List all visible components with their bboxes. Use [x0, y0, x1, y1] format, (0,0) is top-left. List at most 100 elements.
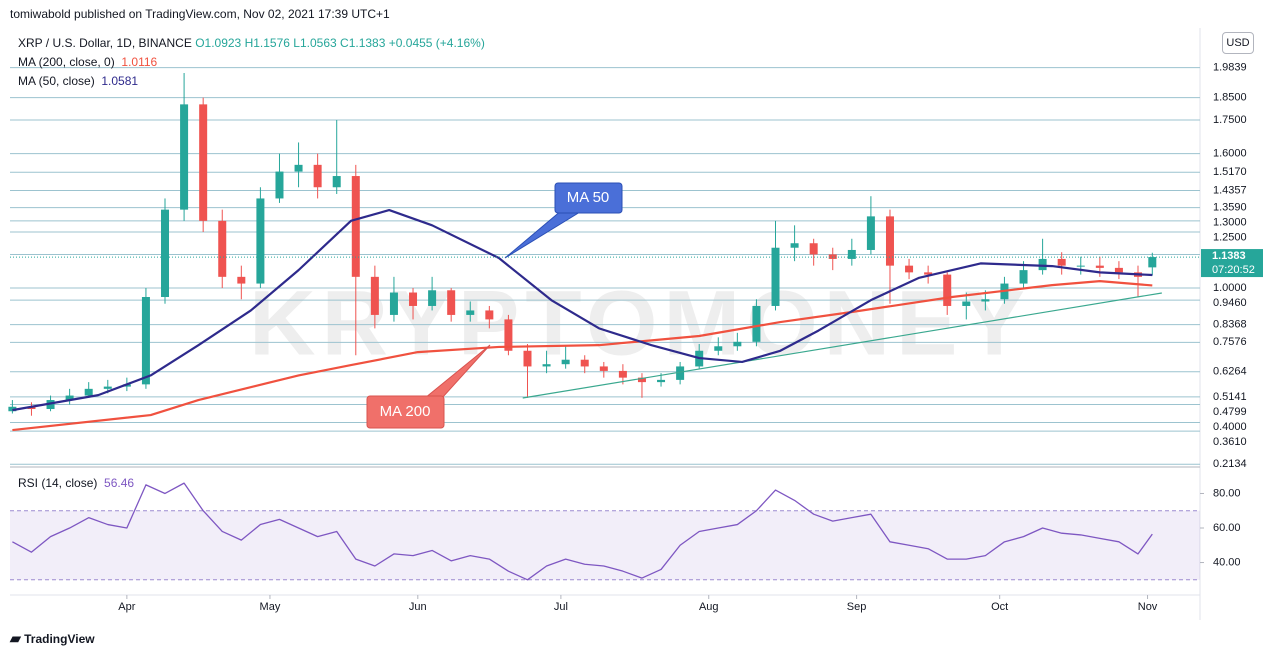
candle-body [771, 247, 780, 306]
symbol-row: XRP / U.S. Dollar, 1D, BINANCE O1.0923 H… [18, 34, 485, 53]
x-tick-label: Aug [699, 601, 719, 613]
candle-body [1114, 267, 1123, 273]
candle-body [962, 301, 971, 306]
candle-body [905, 265, 914, 273]
candle-body [885, 216, 894, 266]
axes: 1.9839 1.8500 1.7500 1.6000 1.5170 1.4357 1.35… [118, 62, 1263, 613]
ohlc-change: +0.0455 (+4.16%) [388, 36, 485, 50]
callout-box [366, 395, 445, 429]
price-tick-label: 0.4799 [1213, 406, 1247, 418]
candle-body [523, 350, 532, 367]
candle-body [103, 386, 112, 389]
callout-text: MA 50 [567, 189, 610, 206]
candle-body [809, 243, 818, 255]
candle-body [370, 276, 379, 315]
candle-body [542, 364, 551, 367]
ma-row: MA (200, close, 0) 1.0116 [18, 53, 485, 72]
moving-average [12, 279, 1153, 432]
ma-value: 1.0116 [121, 55, 158, 69]
rsi-tick-label: 40.00 [1213, 556, 1241, 568]
candle-body [580, 359, 589, 367]
candle-body [389, 292, 398, 315]
rsi-tick-label: 80.00 [1213, 487, 1241, 499]
candle-body [943, 274, 952, 306]
candle-body [1038, 258, 1047, 271]
rsi-legend: RSI (14, close) 56.46 [18, 476, 134, 490]
candle-body [733, 341, 742, 347]
rsi-tick-label: 60.00 [1213, 522, 1241, 534]
candle-body [657, 379, 666, 383]
ohlc-open: O1.0923 [195, 36, 242, 50]
candle-body [676, 366, 685, 380]
price-tick-label: 1.4357 [1213, 184, 1247, 196]
logo-mark: ▰ [10, 630, 21, 646]
ohlc-low: L1.0563 [293, 36, 337, 50]
candle-body [84, 388, 93, 396]
candle-body [561, 359, 570, 365]
price-tick-label: 0.7576 [1213, 336, 1247, 348]
candle-body [637, 377, 646, 383]
price-tick-label: 1.3590 [1213, 202, 1247, 214]
candle-body [256, 198, 265, 284]
ohlc-close: C1.1383 [340, 36, 386, 50]
x-tick-label: May [260, 601, 281, 613]
legend: XRP / U.S. Dollar, 1D, BINANCE O1.0923 H… [18, 34, 485, 91]
countdown-label: 07:20:52 [1212, 264, 1255, 276]
moving-average [12, 208, 1153, 412]
rsi-pane [10, 482, 1204, 581]
price-tick-label: 1.3000 [1213, 217, 1247, 229]
candle-body [1076, 265, 1085, 267]
candle-body [218, 220, 227, 277]
price-tick-label: 0.3610 [1213, 436, 1247, 448]
candle-body [275, 171, 284, 199]
rsi-value: 56.46 [104, 476, 135, 490]
price-tick-label: 0.6264 [1213, 366, 1247, 378]
candle-body [1057, 258, 1066, 266]
currency-button[interactable]: USD [1222, 32, 1254, 54]
x-tick-label: Jun [409, 601, 427, 613]
x-tick-label: Apr [118, 601, 135, 613]
candle-body [599, 366, 608, 371]
candle-body [790, 243, 799, 248]
x-tick-label: Oct [991, 601, 1008, 613]
callout-box [554, 182, 623, 214]
candle-body [752, 305, 761, 342]
candle-body [504, 319, 513, 351]
candle-body [866, 216, 875, 250]
candle-body [1095, 265, 1104, 268]
ma-name: MA (200, close, 0) [18, 55, 115, 69]
candle-body [199, 104, 208, 221]
symbol: XRP / U.S. Dollar, 1D, BINANCE [18, 36, 192, 50]
candle-body [924, 272, 933, 275]
lines [10, 208, 1200, 432]
candle-body [351, 176, 360, 277]
price-tick-label: 0.9460 [1213, 297, 1247, 309]
ma-value: 1.0581 [101, 74, 139, 88]
rsi-name: RSI (14, close) [18, 476, 98, 490]
price-tick-label: 1.9839 [1213, 62, 1247, 74]
price-tick-label: 1.8500 [1213, 92, 1247, 104]
trend-line [522, 292, 1162, 399]
candle-body [161, 209, 170, 298]
candle-body [714, 346, 723, 351]
candle-body [8, 406, 17, 412]
candle-body [618, 370, 627, 378]
candle-body [1019, 270, 1028, 284]
x-tick-label: Jul [554, 601, 568, 613]
annotations: MA 50 MA 200 [366, 182, 623, 429]
candle-body [1148, 257, 1157, 268]
callout-pointer [504, 209, 582, 259]
candle-body [332, 176, 341, 188]
candle-body [65, 395, 74, 401]
price-tick-label: 0.5141 [1213, 391, 1247, 403]
rsi-line [12, 482, 1153, 581]
candle-body [313, 164, 322, 188]
candle-body [847, 249, 856, 259]
candle-body [447, 290, 456, 315]
x-tick-label: Nov [1138, 601, 1158, 613]
price-tick-label: 1.5170 [1213, 166, 1247, 178]
ma-name: MA (50, close) [18, 74, 95, 88]
price-tick-label: 0.4000 [1213, 421, 1247, 433]
background-layer [10, 28, 1201, 620]
